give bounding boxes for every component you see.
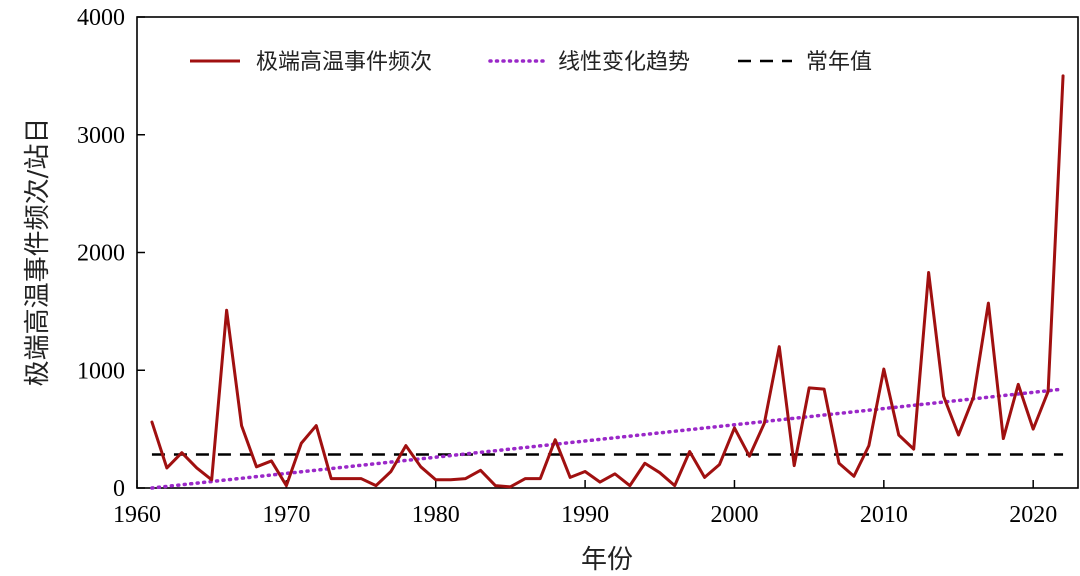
y-tick-label: 0 [113, 476, 125, 502]
series-line-frequency [150, 74, 1065, 489]
legend-label-frequency: 极端高温事件频次 [256, 50, 432, 75]
legend: 极端高温事件频次 线性变化趋势 常年值 [190, 50, 872, 75]
y-tick-label: 2000 [77, 241, 125, 267]
x-tick-label: 2000 [710, 502, 758, 528]
y-tick-label: 3000 [77, 123, 125, 149]
plot-area [136, 16, 1079, 489]
x-tick-label: 1980 [412, 502, 460, 528]
x-axis-title: 年份 [581, 545, 633, 575]
series-layer [150, 74, 1065, 490]
x-tick-label: 1970 [262, 502, 310, 528]
y-tick-label: 4000 [77, 5, 125, 31]
plot-frame [136, 16, 1079, 489]
x-tick-label: 2020 [1009, 502, 1057, 528]
y-tick-label: 1000 [77, 358, 125, 384]
y-axis-title: 极端高温事件频次/站日 [23, 118, 53, 387]
legend-label-normal: 常年值 [806, 50, 872, 75]
x-tick-label: 1990 [561, 502, 609, 528]
series-line-trend [150, 387, 1065, 490]
x-tick-label: 2010 [860, 502, 908, 528]
legend-label-trend: 线性变化趋势 [558, 50, 690, 75]
x-tick-label: 1960 [113, 502, 161, 528]
axis-ticks: 1960 1970 1980 1990 2000 2010 2020 0 1000 2000 300… [77, 5, 1057, 528]
